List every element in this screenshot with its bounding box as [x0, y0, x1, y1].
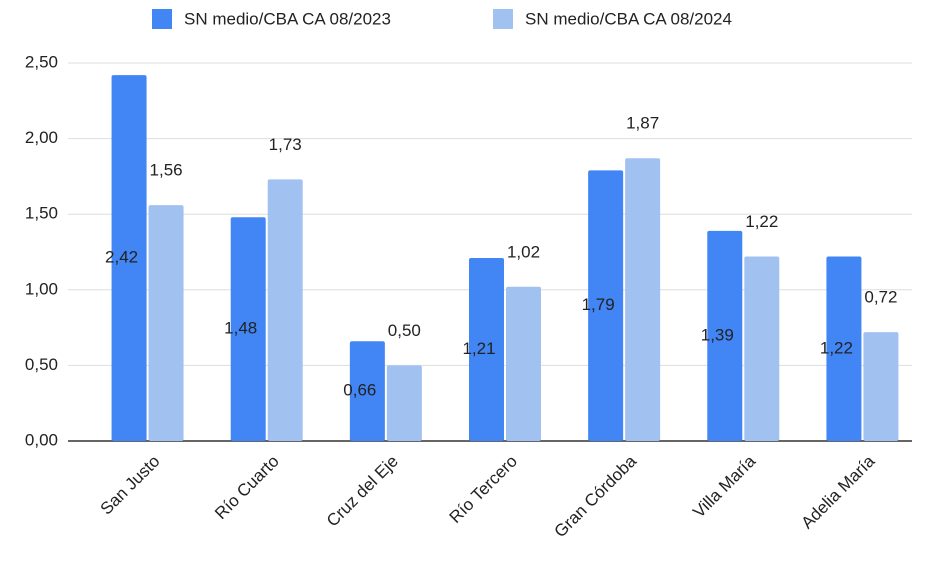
- x-tick-label: Adelia María: [798, 451, 879, 532]
- bar: [230, 217, 266, 441]
- data-label: 1,79: [582, 295, 615, 314]
- y-tick-label: 1,50: [25, 204, 58, 223]
- data-label: 0,50: [388, 321, 421, 340]
- bar: [111, 75, 147, 441]
- data-label: 0,72: [864, 288, 897, 307]
- data-label: 1,48: [224, 319, 257, 338]
- bar: [707, 230, 743, 441]
- y-tick-label: 0,00: [25, 430, 58, 449]
- data-label: 1,39: [701, 325, 734, 344]
- legend-swatch: [493, 9, 513, 29]
- bar: [349, 341, 385, 441]
- legend: SN medio/CBA CA 08/2023 SN medio/CBA CA 0…: [152, 9, 732, 29]
- x-tick-label: Gran Córdoba: [551, 451, 641, 541]
- data-label: 1,87: [626, 114, 659, 133]
- bar: [625, 158, 661, 442]
- x-tick-label: Villa María: [689, 451, 759, 521]
- bar: [148, 205, 184, 441]
- data-label: 1,22: [820, 338, 853, 357]
- y-tick-label: 1,00: [25, 279, 58, 298]
- legend-label: SN medio/CBA CA 08/2024: [525, 9, 732, 28]
- bar: [588, 170, 624, 442]
- data-label: 1,22: [745, 212, 778, 231]
- bar: [744, 256, 780, 441]
- data-label: 1,73: [269, 135, 302, 154]
- y-tick-label: 2,50: [25, 52, 58, 71]
- x-tick-label: San Justo: [97, 452, 164, 519]
- data-label: 1,56: [150, 161, 183, 180]
- bar: [506, 286, 541, 441]
- data-label: 0,66: [343, 381, 376, 400]
- legend-swatch: [152, 9, 172, 29]
- x-tick-label: Cruz del Eje: [323, 452, 402, 531]
- data-label: 2,42: [105, 248, 138, 267]
- data-label: 1,21: [462, 339, 495, 358]
- bar: [863, 332, 899, 441]
- data-label: 1,02: [507, 242, 540, 261]
- bar: [386, 365, 422, 441]
- bar: [469, 258, 504, 441]
- bar: [267, 179, 303, 441]
- y-tick-label: 0,50: [25, 355, 58, 374]
- bar: [826, 256, 862, 441]
- x-tick-label: Río Cuarto: [211, 452, 283, 524]
- x-tick-label: Río Tercero: [446, 452, 521, 527]
- legend-label: SN medio/CBA CA 08/2023: [184, 9, 391, 28]
- y-tick-label: 2,00: [25, 128, 58, 147]
